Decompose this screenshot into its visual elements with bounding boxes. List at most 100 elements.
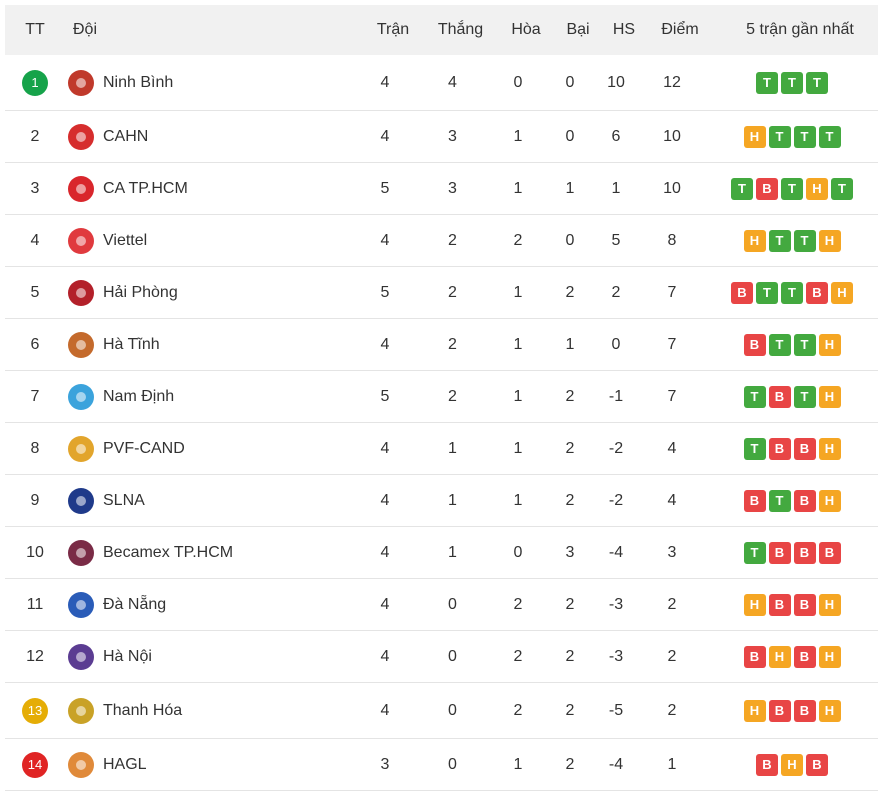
won-cell: 4 — [448, 73, 457, 91]
team-cell[interactable]: Đà Nẵng — [65, 591, 355, 618]
lost-cell: 1 — [565, 335, 575, 353]
team-cell[interactable]: CAHN — [65, 123, 355, 150]
team-name[interactable]: SLNA — [103, 491, 145, 509]
table-row[interactable]: 3 CA TP.HCM 5 3 1 1 1 10 T B T H T — [5, 163, 878, 215]
team-name[interactable]: Đà Nẵng — [103, 595, 167, 613]
header-rank: TT — [25, 21, 45, 38]
points-cell: 2 — [667, 701, 677, 719]
drawn-cell: 1 — [513, 491, 523, 509]
rank-cell: 11 — [5, 596, 65, 614]
team-name[interactable]: Becamex TP.HCM — [103, 543, 234, 561]
form-result-badge: B — [743, 333, 766, 356]
table-row[interactable]: 7 Nam Định 5 2 1 2 -1 7 T B T H — [5, 371, 878, 423]
points-cell: 4 — [667, 491, 677, 509]
drawn-cell: 1 — [513, 335, 523, 353]
table-row[interactable]: 2 CAHN 4 3 1 0 6 10 H T T T — [5, 111, 878, 163]
form-result-badge: B — [731, 281, 753, 304]
won-cell: 1 — [448, 491, 457, 509]
team-cell[interactable]: Becamex TP.HCM — [65, 539, 355, 566]
rank-badge: 14 — [22, 751, 48, 778]
table-row[interactable]: 12 Hà Nội 4 0 2 2 -3 2 B H B H — [5, 631, 878, 683]
table-row[interactable]: 9 SLNA 4 1 1 2 -2 4 B T B H — [5, 475, 878, 527]
table-row[interactable]: 11 Đà Nẵng 4 0 2 2 -3 2 H B B H — [5, 579, 878, 631]
team-cell[interactable]: Ninh Bình — [65, 69, 355, 96]
team-name[interactable]: CA TP.HCM — [103, 179, 188, 197]
played-cell: 5 — [380, 179, 390, 197]
nam-dinh-crest-icon — [68, 383, 94, 410]
drawn-cell: 0 — [513, 73, 523, 91]
form-result-badge: T — [818, 125, 841, 148]
form-result-badge: B — [756, 753, 778, 776]
form-result-badge: H — [818, 593, 841, 616]
drawn-cell: 1 — [513, 439, 523, 457]
form-result-badge: B — [768, 437, 791, 460]
hai-phong-crest-icon — [68, 279, 94, 306]
goal-difference-cell: 1 — [611, 179, 621, 197]
team-cell[interactable]: Hà Nội — [65, 643, 355, 670]
won-cell: 0 — [448, 647, 457, 665]
form-result-badge: T — [743, 437, 766, 460]
team-name[interactable]: Hải Phòng — [103, 283, 178, 301]
points-cell: 8 — [667, 231, 677, 249]
form-result-badge: H — [818, 645, 841, 668]
form-result-badge: H — [831, 281, 853, 304]
form-result-badge: H — [768, 645, 791, 668]
goal-difference-cell: -3 — [608, 595, 624, 613]
rank-cell: 6 — [5, 336, 65, 354]
form-result-badge: T — [781, 177, 803, 200]
team-cell[interactable]: HAGL — [65, 751, 355, 778]
rank-number: 4 — [30, 231, 40, 249]
team-cell[interactable]: CA TP.HCM — [65, 175, 355, 202]
rank-cell: 1 — [5, 69, 65, 96]
team-cell[interactable]: Viettel — [65, 227, 355, 254]
lost-cell: 2 — [565, 647, 575, 665]
table-row[interactable]: 5 Hải Phòng 5 2 1 2 2 7 B T T B H — [5, 267, 878, 319]
played-cell: 4 — [380, 701, 390, 719]
team-cell[interactable]: Hà Tĩnh — [65, 331, 355, 358]
goal-difference-cell: 5 — [611, 231, 621, 249]
table-row[interactable]: 6 Hà Tĩnh 4 2 1 1 0 7 B T T H — [5, 319, 878, 371]
form-result-badge: B — [793, 645, 816, 668]
team-name[interactable]: CAHN — [103, 127, 149, 145]
lost-cell: 2 — [565, 755, 575, 773]
goal-difference-cell: 2 — [611, 283, 621, 301]
team-name[interactable]: Viettel — [103, 231, 148, 249]
table-row[interactable]: 13 Thanh Hóa 4 0 2 2 -5 2 H B B H — [5, 683, 878, 739]
rank-number: 11 — [26, 595, 44, 613]
rank-number: 10 — [26, 543, 44, 561]
table-row[interactable]: 1 Ninh Bình 4 4 0 0 10 12 T T T — [5, 55, 878, 111]
team-cell[interactable]: PVF-CAND — [65, 435, 355, 462]
team-name[interactable]: Hà Tĩnh — [103, 335, 160, 353]
team-name[interactable]: PVF-CAND — [103, 439, 185, 457]
won-cell: 0 — [448, 701, 457, 719]
points-cell: 7 — [667, 283, 677, 301]
team-cell[interactable]: Nam Định — [65, 383, 355, 410]
form-result-badge: T — [793, 229, 816, 252]
becamex-crest-icon — [68, 539, 94, 566]
table-row[interactable]: 4 Viettel 4 2 2 0 5 8 H T T H — [5, 215, 878, 267]
table-row[interactable]: 8 PVF-CAND 4 1 1 2 -2 4 T B B H — [5, 423, 878, 475]
team-name[interactable]: Thanh Hóa — [103, 701, 183, 719]
form-result-badge: B — [768, 385, 791, 408]
form-result-badge: B — [806, 753, 828, 776]
team-cell[interactable]: Hải Phòng — [65, 279, 355, 306]
team-cell[interactable]: Thanh Hóa — [65, 697, 355, 724]
form-result-badge: T — [743, 385, 766, 408]
team-name[interactable]: Nam Định — [103, 387, 175, 405]
form-result-badge: B — [768, 593, 791, 616]
played-cell: 5 — [380, 387, 390, 405]
points-cell: 1 — [667, 755, 677, 773]
rank-cell: 4 — [5, 232, 65, 250]
team-cell[interactable]: SLNA — [65, 487, 355, 514]
points-cell: 10 — [663, 179, 681, 197]
table-row[interactable]: 10 Becamex TP.HCM 4 1 0 3 -4 3 T B B B — [5, 527, 878, 579]
team-name[interactable]: Ninh Bình — [103, 73, 174, 91]
team-name[interactable]: HAGL — [103, 755, 147, 773]
table-row[interactable]: 14 HAGL 3 0 1 2 -4 1 B H B — [5, 739, 878, 791]
ca-tphcm-crest-icon — [68, 175, 94, 202]
team-name[interactable]: Hà Nội — [103, 647, 152, 665]
goal-difference-cell: -4 — [608, 543, 624, 561]
